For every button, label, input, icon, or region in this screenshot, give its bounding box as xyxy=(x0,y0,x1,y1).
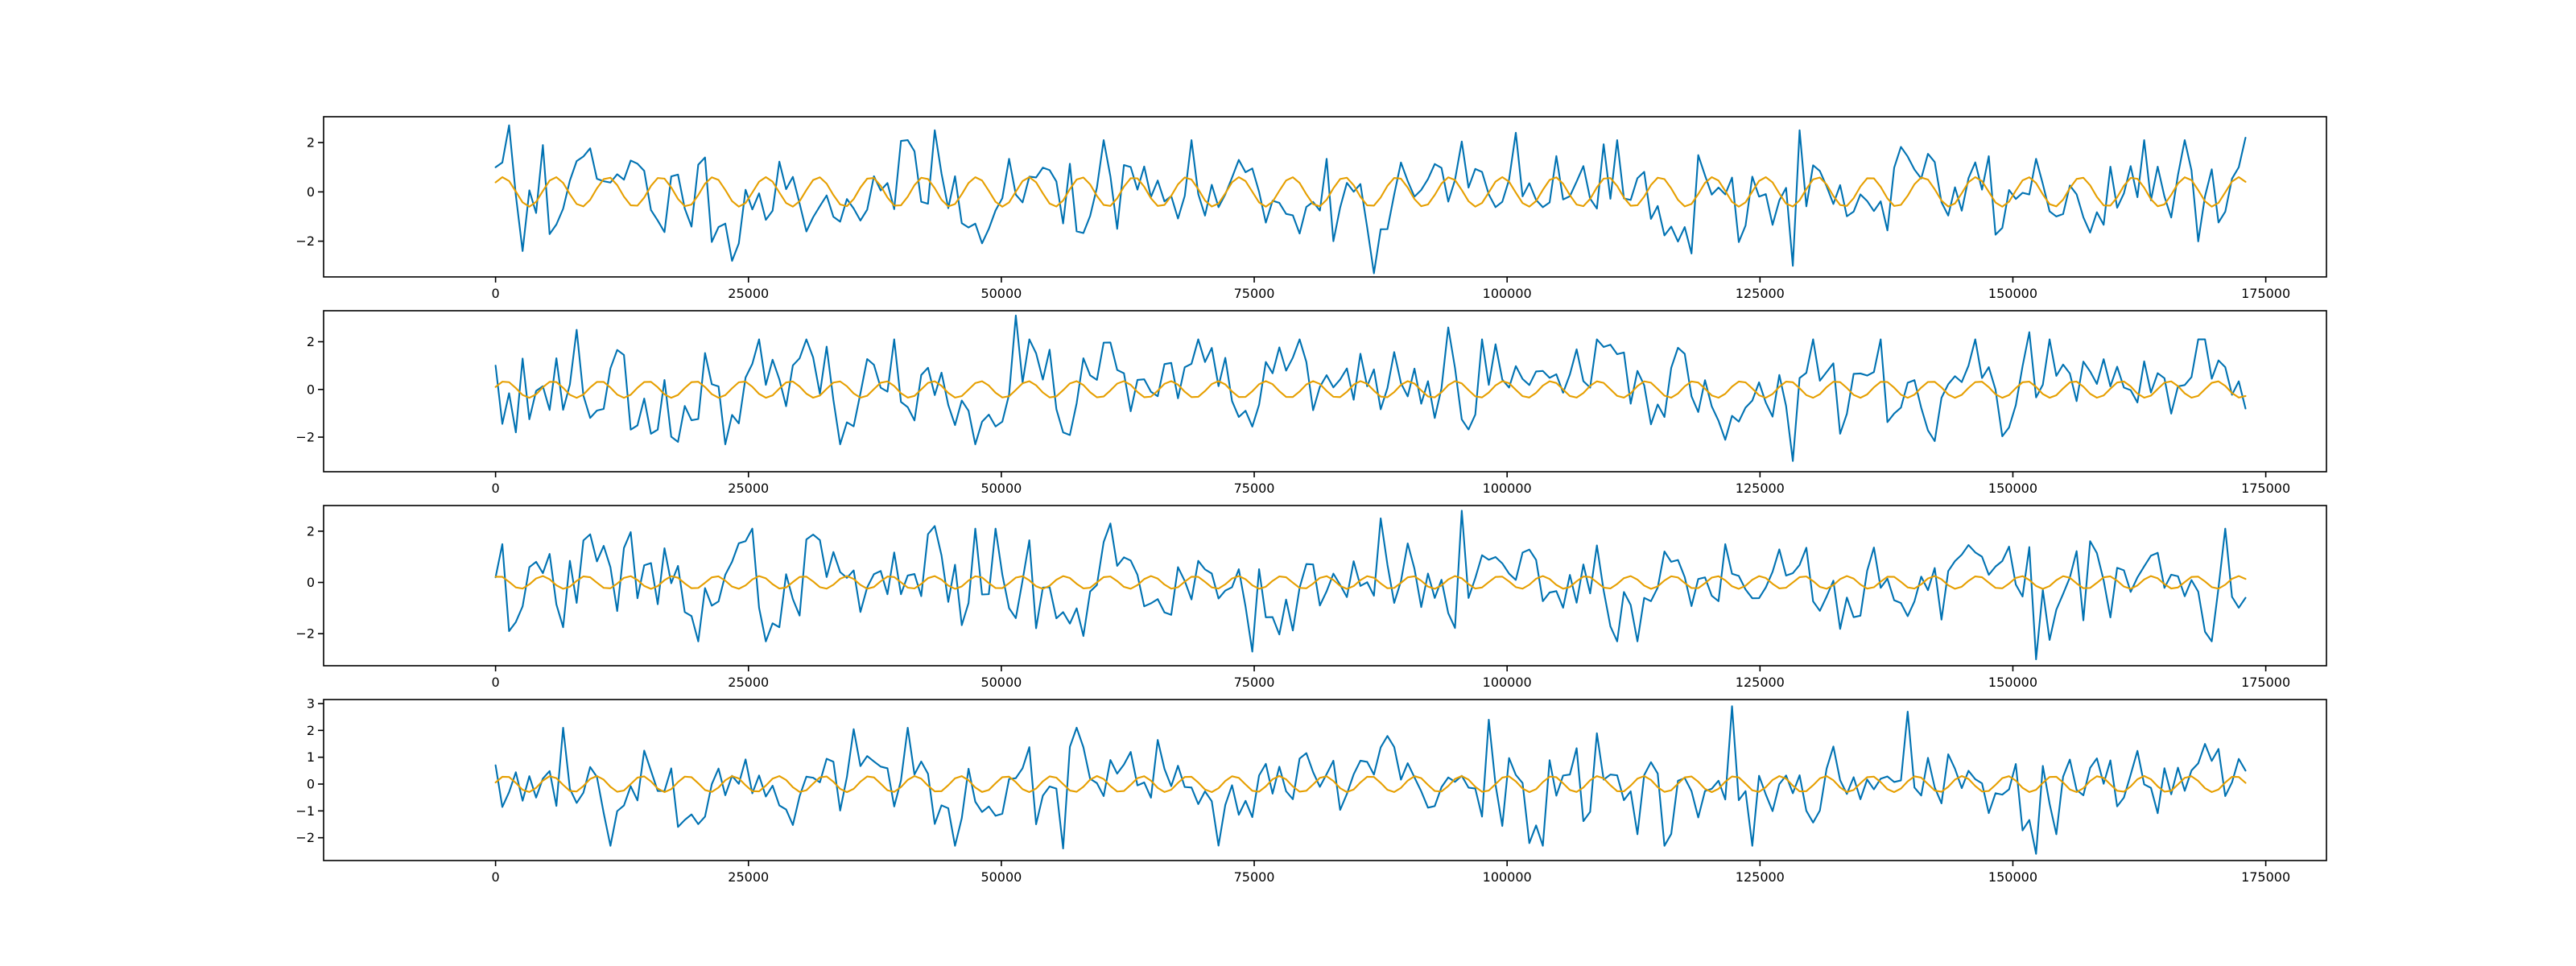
series-line-1 xyxy=(494,314,2247,462)
x-tick-label: 125000 xyxy=(1736,869,1785,885)
x-tick-label: 75000 xyxy=(1234,481,1275,496)
x-tick-label: 175000 xyxy=(2241,869,2290,885)
x-tick-label: 50000 xyxy=(980,675,1022,690)
x-tick-label: 175000 xyxy=(2241,286,2290,301)
x-tick-label: 0 xyxy=(492,675,500,690)
x-tick-label: 50000 xyxy=(980,481,1022,496)
x-tick-label: 125000 xyxy=(1736,481,1785,496)
series-line-2 xyxy=(494,774,2247,794)
plot-frame xyxy=(323,505,2327,667)
y-tick-label: 0 xyxy=(307,777,315,792)
x-tick-label: 150000 xyxy=(1988,869,2037,885)
x-tick-label: 25000 xyxy=(728,286,769,301)
x-tick-label: 0 xyxy=(492,286,500,301)
series-line-2 xyxy=(494,175,2247,208)
x-tick-label: 150000 xyxy=(1988,286,2037,301)
x-tick-label: 175000 xyxy=(2241,675,2290,690)
x-tick-label: 100000 xyxy=(1483,869,1532,885)
y-tick-label: 1 xyxy=(307,749,315,765)
y-tick-label: 2 xyxy=(307,723,315,738)
x-tick-label: 125000 xyxy=(1736,675,1785,690)
x-tick-label: 25000 xyxy=(728,675,769,690)
y-tick-label: −2 xyxy=(295,626,315,642)
series-line-2 xyxy=(494,575,2247,590)
x-tick-label: 100000 xyxy=(1483,481,1532,496)
x-tick-label: 25000 xyxy=(728,481,769,496)
x-tick-label: 75000 xyxy=(1234,675,1275,690)
subplot-2: 0 25000 50000 75000 100000 125000 150000 175000… xyxy=(295,310,2327,496)
x-tick-label: 150000 xyxy=(1988,481,2037,496)
x-tick-label: 150000 xyxy=(1988,675,2037,690)
series-line-1 xyxy=(494,705,2247,855)
x-tick-label: 100000 xyxy=(1483,286,1532,301)
y-tick-label: −2 xyxy=(295,830,315,845)
y-tick-label: 0 xyxy=(307,382,315,397)
plot-frame xyxy=(323,310,2327,473)
plot-frame xyxy=(323,699,2327,861)
x-tick-label: 75000 xyxy=(1234,286,1275,301)
x-tick-label: 100000 xyxy=(1483,675,1532,690)
y-tick-label: 0 xyxy=(307,575,315,590)
series-line-2 xyxy=(494,380,2247,399)
y-tick-label: 2 xyxy=(307,334,315,349)
x-tick-label: 0 xyxy=(492,869,500,885)
plot-frame xyxy=(323,116,2327,278)
subplot-1: 0 25000 50000 75000 100000 125000 150000 175000… xyxy=(295,116,2327,301)
y-tick-label: 0 xyxy=(307,184,315,200)
series-line-1 xyxy=(494,124,2247,275)
x-tick-label: 50000 xyxy=(980,286,1022,301)
x-tick-label: 0 xyxy=(492,481,500,496)
series-line-1 xyxy=(494,510,2247,661)
x-tick-label: 175000 xyxy=(2241,481,2290,496)
x-tick-label: 75000 xyxy=(1234,869,1275,885)
y-tick-label: 2 xyxy=(307,523,315,539)
y-tick-label: −1 xyxy=(295,803,315,819)
subplot-4: 0 25000 50000 75000 100000 125000 150000 175000… xyxy=(295,696,2327,885)
x-tick-label: 25000 xyxy=(728,869,769,885)
x-tick-label: 50000 xyxy=(980,869,1022,885)
y-tick-label: 2 xyxy=(307,135,315,151)
subplot-3: 0 25000 50000 75000 100000 125000 150000 175000… xyxy=(295,505,2327,690)
x-tick-label: 125000 xyxy=(1736,286,1785,301)
y-tick-label: 3 xyxy=(307,696,315,712)
y-tick-label: −2 xyxy=(295,430,315,445)
y-tick-label: −2 xyxy=(295,233,315,249)
